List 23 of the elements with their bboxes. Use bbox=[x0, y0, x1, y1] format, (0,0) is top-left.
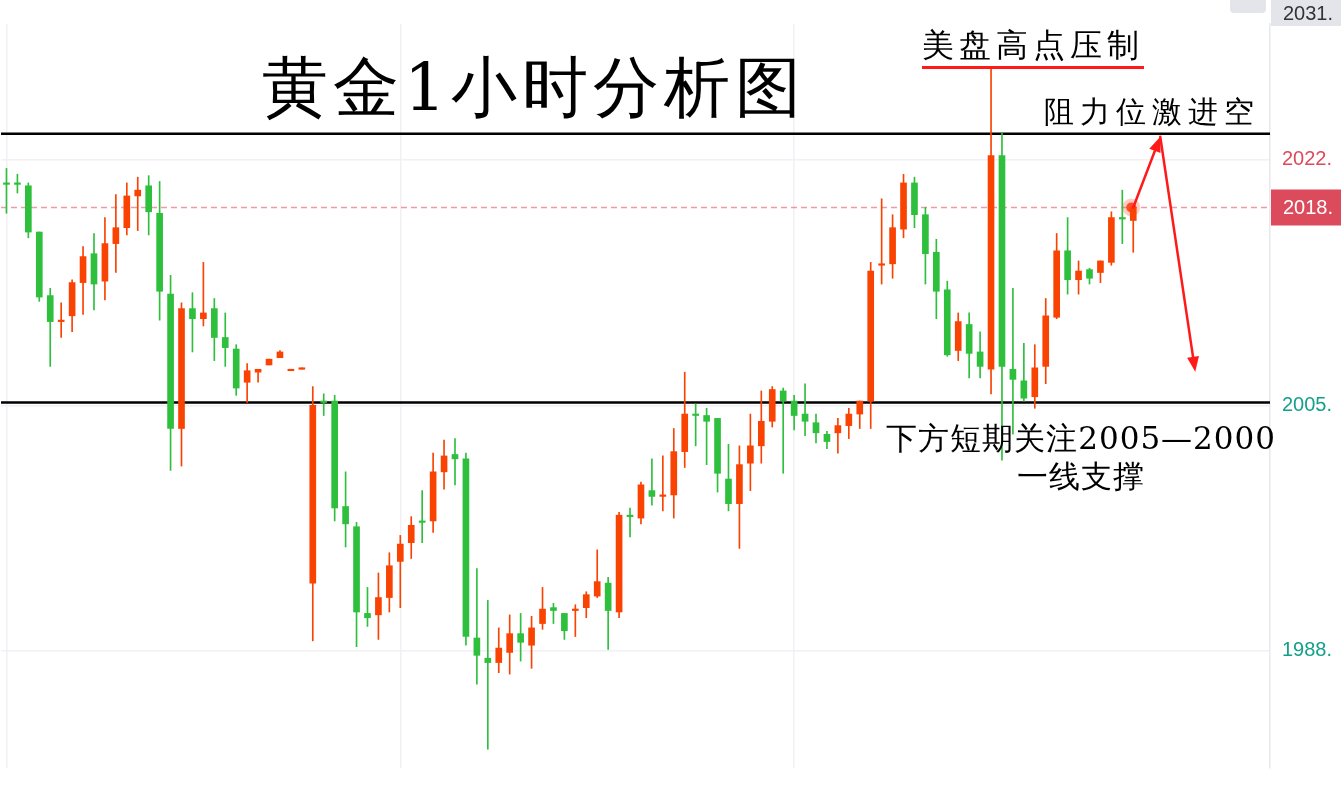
candlestick bbox=[418, 490, 426, 543]
candlestick bbox=[112, 194, 120, 273]
candlestick bbox=[801, 383, 809, 437]
candlestick bbox=[834, 418, 842, 454]
annotation: 美盘高点压制 bbox=[922, 26, 1145, 70]
candlestick bbox=[320, 393, 328, 416]
y-tick-label: 2022. bbox=[1282, 147, 1333, 170]
candlestick bbox=[451, 438, 459, 486]
candlestick bbox=[134, 176, 142, 231]
ref-line-label: 阻力位激进空 bbox=[1044, 93, 1260, 129]
chart-title: 黄金1小时分析图 bbox=[262, 49, 806, 126]
text: 2031. bbox=[1283, 1, 1334, 24]
candlestick bbox=[648, 458, 656, 506]
y-tick-label: 2005. bbox=[1282, 392, 1333, 415]
candlestick bbox=[1118, 189, 1126, 244]
candlestick bbox=[484, 600, 492, 750]
candlestick bbox=[1009, 288, 1017, 435]
candlestick bbox=[779, 387, 787, 474]
text: 2018. bbox=[1283, 195, 1334, 218]
candlestick bbox=[221, 312, 229, 367]
candlestick bbox=[396, 535, 404, 608]
candlestick bbox=[473, 568, 481, 685]
y-tick-label: 1988. bbox=[1282, 638, 1333, 661]
